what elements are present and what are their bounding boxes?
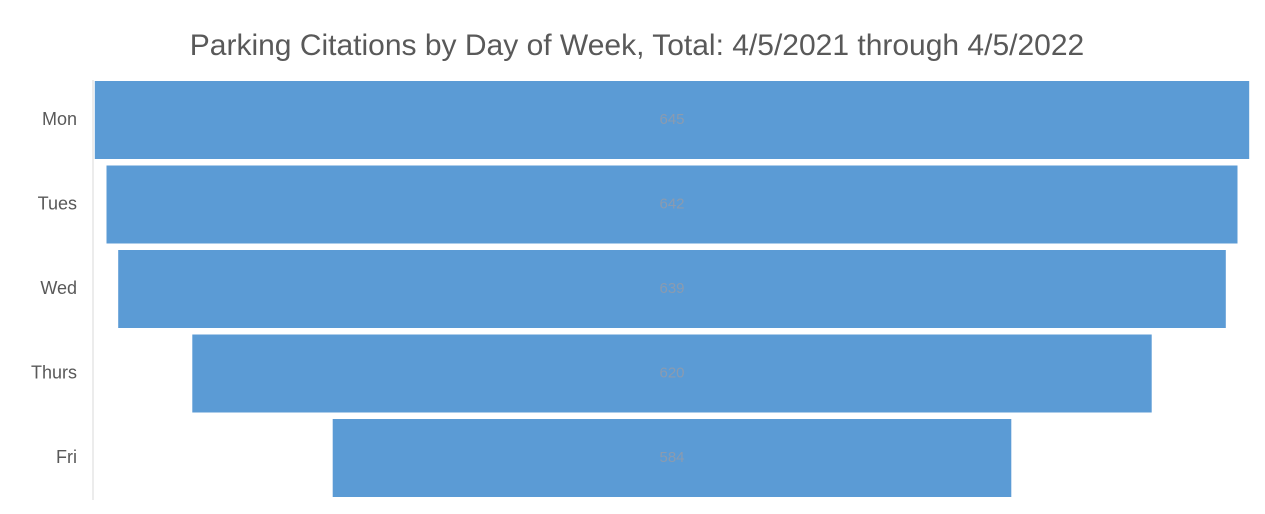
bar <box>118 250 1226 328</box>
data-label: 620 <box>659 364 684 381</box>
data-label: 645 <box>659 111 684 128</box>
data-label: 642 <box>659 195 684 212</box>
category-label: Fri <box>56 447 77 467</box>
category-label: Wed <box>40 278 77 298</box>
bar <box>106 165 1238 244</box>
data-label: 639 <box>659 280 684 297</box>
category-label: Mon <box>42 109 77 129</box>
category-label: Thurs <box>31 362 77 382</box>
chart-title: Parking Citations by Day of Week, Total:… <box>190 29 1084 62</box>
category-label: Tues <box>38 193 77 213</box>
bar <box>192 334 1152 413</box>
bar <box>332 419 1012 497</box>
data-label: 584 <box>659 449 684 466</box>
bar <box>94 81 1250 159</box>
